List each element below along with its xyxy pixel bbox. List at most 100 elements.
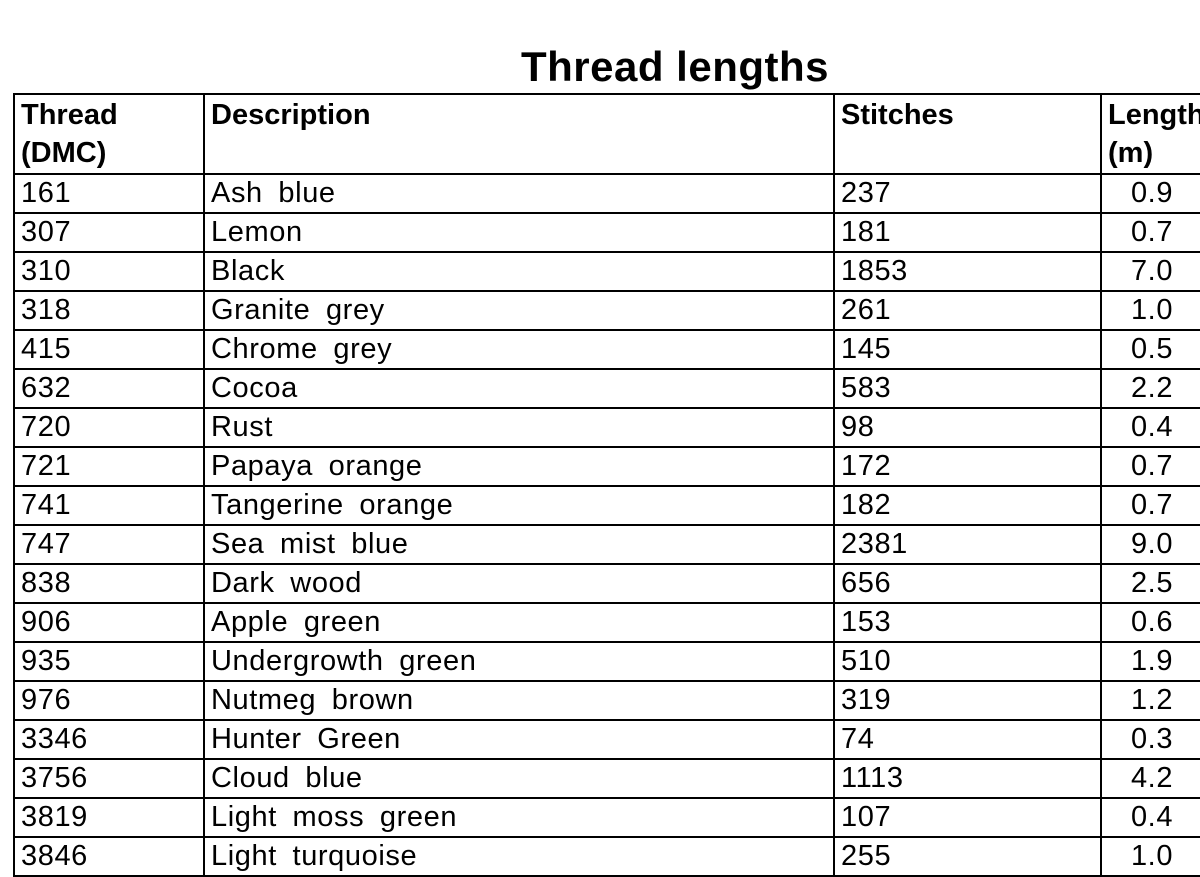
length-value: 2.2 xyxy=(1130,372,1174,404)
cell-description: Light moss green xyxy=(203,797,835,838)
cell-length: 9.0 xyxy=(1100,524,1200,565)
page-title: Thread lengths xyxy=(520,43,830,90)
length-value: 0.3 xyxy=(1130,723,1174,755)
length-value: 0.7 xyxy=(1130,450,1174,482)
cell-length: 1.0 xyxy=(1100,836,1200,877)
cell-stitches: 261 xyxy=(833,290,1102,331)
cell-length: 2.2 xyxy=(1100,368,1200,409)
cell-length: 4.2 xyxy=(1100,758,1200,799)
table-row: 935 Undergrowth green 510 1.9 xyxy=(13,641,1200,682)
column-header-length: Length (m) xyxy=(1100,93,1200,175)
cell-thread: 632 xyxy=(13,368,205,409)
table-row: 838 Dark wood 656 2.5 xyxy=(13,563,1200,604)
cell-stitches: 656 xyxy=(833,563,1102,604)
cell-description: Tangerine orange xyxy=(203,485,835,526)
table-row: 3756 Cloud blue 1113 4.2 xyxy=(13,758,1200,799)
cell-description: Sea mist blue xyxy=(203,524,835,565)
length-value: 0.5 xyxy=(1130,333,1174,365)
cell-description: Cloud blue xyxy=(203,758,835,799)
table-body: 161 Ash blue 237 0.9 307 Lemon 181 0.7 310 Black 1… xyxy=(13,173,1200,877)
length-value: 4.2 xyxy=(1130,762,1174,794)
cell-thread: 3819 xyxy=(13,797,205,838)
table-row: 318 Granite grey 261 1.0 xyxy=(13,290,1200,331)
length-value: 0.6 xyxy=(1130,606,1174,638)
cell-length: 0.7 xyxy=(1100,446,1200,487)
cell-description: Granite grey xyxy=(203,290,835,331)
cell-thread: 3346 xyxy=(13,719,205,760)
cell-length: 7.0 xyxy=(1100,251,1200,292)
table-row: 307 Lemon 181 0.7 xyxy=(13,212,1200,253)
cell-description: Dark wood xyxy=(203,563,835,604)
cell-thread: 976 xyxy=(13,680,205,721)
cell-stitches: 172 xyxy=(833,446,1102,487)
length-value: 1.2 xyxy=(1130,684,1174,716)
cell-length: 0.3 xyxy=(1100,719,1200,760)
cell-stitches: 145 xyxy=(833,329,1102,370)
table-row: 161 Ash blue 237 0.9 xyxy=(13,173,1200,214)
length-value: 9.0 xyxy=(1130,528,1174,560)
cell-stitches: 237 xyxy=(833,173,1102,214)
cell-description: Ash blue xyxy=(203,173,835,214)
cell-description: Rust xyxy=(203,407,835,448)
cell-stitches: 182 xyxy=(833,485,1102,526)
length-value: 0.9 xyxy=(1130,177,1174,209)
header-row: Thread (DMC) Description Stitches Length… xyxy=(13,93,1200,175)
cell-length: 1.9 xyxy=(1100,641,1200,682)
length-value: 7.0 xyxy=(1130,255,1174,287)
table-row: 976 Nutmeg brown 319 1.2 xyxy=(13,680,1200,721)
cell-description: Hunter Green xyxy=(203,719,835,760)
table-row: 3819 Light moss green 107 0.4 xyxy=(13,797,1200,838)
cell-stitches: 255 xyxy=(833,836,1102,877)
cell-description: Undergrowth green xyxy=(203,641,835,682)
cell-description: Lemon xyxy=(203,212,835,253)
cell-length: 0.7 xyxy=(1100,485,1200,526)
cell-thread: 307 xyxy=(13,212,205,253)
cell-description: Chrome grey xyxy=(203,329,835,370)
cell-stitches: 319 xyxy=(833,680,1102,721)
table-row: 721 Papaya orange 172 0.7 xyxy=(13,446,1200,487)
column-header-thread: Thread (DMC) xyxy=(13,93,205,175)
length-value: 2.5 xyxy=(1130,567,1174,599)
table-row: 415 Chrome grey 145 0.5 xyxy=(13,329,1200,370)
cell-stitches: 510 xyxy=(833,641,1102,682)
cell-stitches: 74 xyxy=(833,719,1102,760)
length-value: 1.0 xyxy=(1130,294,1174,326)
cell-thread: 415 xyxy=(13,329,205,370)
length-value: 1.0 xyxy=(1130,840,1174,872)
table-row: 741 Tangerine orange 182 0.7 xyxy=(13,485,1200,526)
cell-stitches: 107 xyxy=(833,797,1102,838)
cell-thread: 310 xyxy=(13,251,205,292)
cell-stitches: 153 xyxy=(833,602,1102,643)
cell-description: Cocoa xyxy=(203,368,835,409)
cell-stitches: 1853 xyxy=(833,251,1102,292)
length-value: 0.4 xyxy=(1130,801,1174,833)
cell-description: Light turquoise xyxy=(203,836,835,877)
length-value: 0.4 xyxy=(1130,411,1174,443)
cell-length: 1.2 xyxy=(1100,680,1200,721)
column-header-description: Description xyxy=(203,93,835,175)
cell-thread: 720 xyxy=(13,407,205,448)
table-row: 906 Apple green 153 0.6 xyxy=(13,602,1200,643)
table-row: 747 Sea mist blue 2381 9.0 xyxy=(13,524,1200,565)
cell-stitches: 583 xyxy=(833,368,1102,409)
table-row: 3846 Light turquoise 255 1.0 xyxy=(13,836,1200,877)
cell-thread: 3846 xyxy=(13,836,205,877)
cell-length: 0.4 xyxy=(1100,797,1200,838)
cell-length: 0.7 xyxy=(1100,212,1200,253)
cell-stitches: 1113 xyxy=(833,758,1102,799)
cell-thread: 161 xyxy=(13,173,205,214)
cell-thread: 906 xyxy=(13,602,205,643)
cell-thread: 3756 xyxy=(13,758,205,799)
cell-thread: 935 xyxy=(13,641,205,682)
cell-description: Papaya orange xyxy=(203,446,835,487)
table-row: 632 Cocoa 583 2.2 xyxy=(13,368,1200,409)
table-header: Thread (DMC) Description Stitches Length… xyxy=(13,93,1200,175)
cell-length: 0.4 xyxy=(1100,407,1200,448)
length-value: 0.7 xyxy=(1130,216,1174,248)
cell-thread: 318 xyxy=(13,290,205,331)
length-value: 1.9 xyxy=(1130,645,1174,677)
cell-description: Nutmeg brown xyxy=(203,680,835,721)
cell-length: 0.6 xyxy=(1100,602,1200,643)
cell-length: 2.5 xyxy=(1100,563,1200,604)
